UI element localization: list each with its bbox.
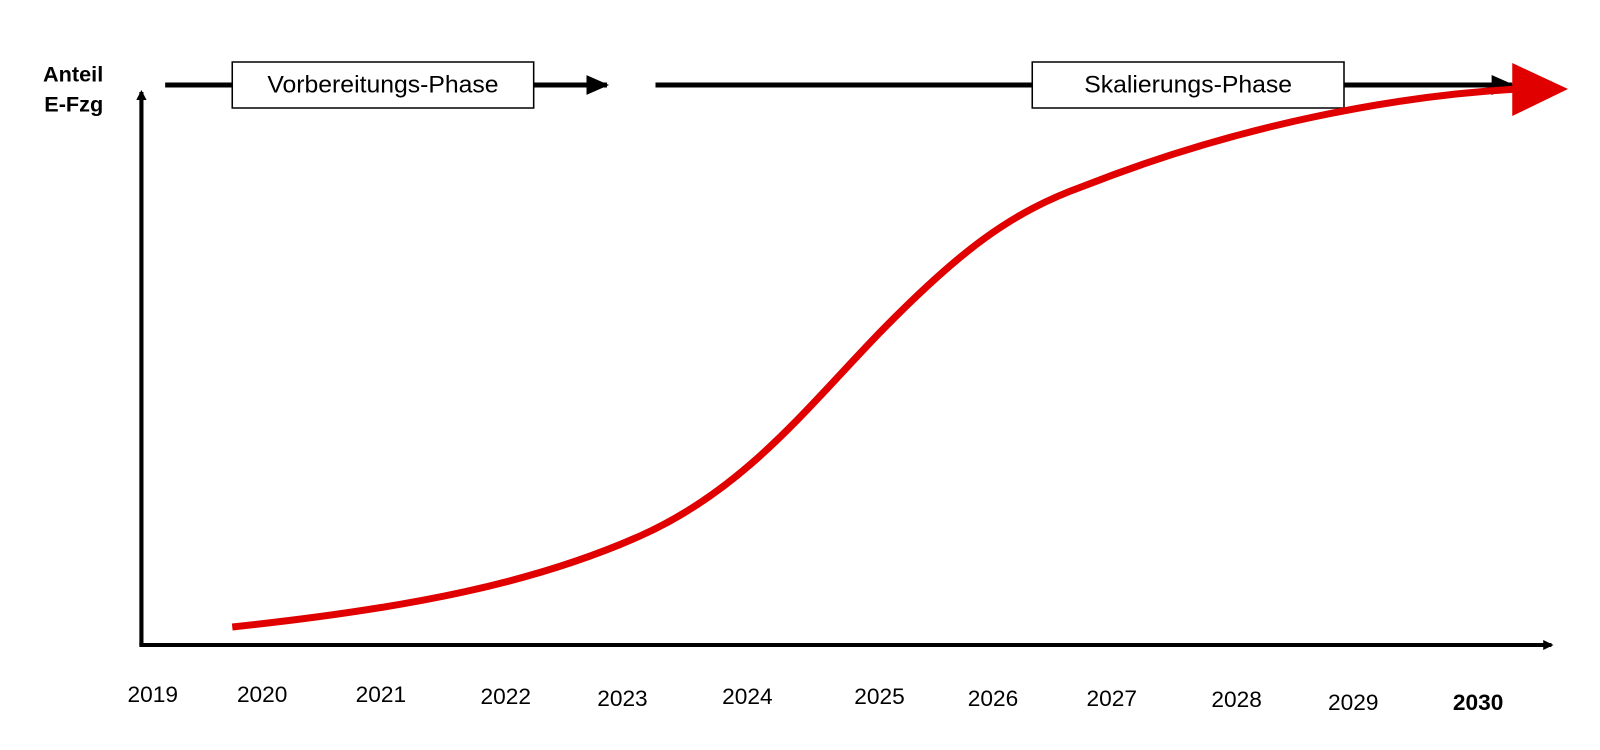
x-axis-label: 2022 xyxy=(481,684,532,709)
x-axis-label: 2023 xyxy=(597,686,648,711)
x-axis-label: 2028 xyxy=(1211,687,1262,712)
x-axis-label: 2030 xyxy=(1453,690,1504,715)
x-axis-label: 2021 xyxy=(356,682,407,707)
y-axis-label: Anteil xyxy=(43,63,103,87)
phase-label: Skalierungs-Phase xyxy=(1084,72,1292,99)
adoption-curve xyxy=(231,85,1518,631)
x-axis-label: 2020 xyxy=(237,682,288,707)
x-axis-label: 2019 xyxy=(128,682,179,707)
x-axis-label: 2025 xyxy=(854,684,905,709)
phase-label: Vorbereitungs-Phase xyxy=(267,72,498,99)
x-axis-label: 2027 xyxy=(1086,686,1137,711)
x-axis-label: 2026 xyxy=(968,686,1019,711)
y-axis-label: E-Fzg xyxy=(44,93,103,117)
phase-box xyxy=(1031,61,1345,109)
x-axis-label: 2029 xyxy=(1328,690,1379,715)
x-axis-labels: 2019 2020 2021 2022 2023 2024 2025 2026 2027 2028… xyxy=(128,682,1504,715)
curve-arrowhead xyxy=(1512,63,1568,116)
x-axis-label: 2024 xyxy=(722,684,773,709)
phase-box xyxy=(231,61,535,109)
